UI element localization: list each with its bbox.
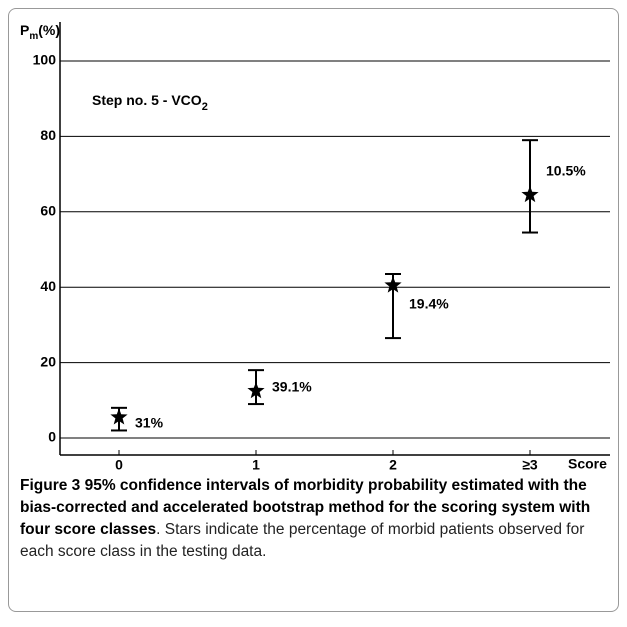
y-label-sub: m xyxy=(29,31,38,42)
y-tick-label: 0 xyxy=(48,429,56,445)
caption: Figure 3 95% confidence intervals of mor… xyxy=(20,475,610,563)
star-marker xyxy=(110,408,128,425)
annotation: 31% xyxy=(135,415,164,431)
y-label-main: P xyxy=(20,22,29,38)
y-tick-label: 20 xyxy=(40,353,56,369)
x-tick-label: 1 xyxy=(252,457,260,470)
figure-frame xyxy=(8,8,619,612)
caption-text: . Stars indicate the percentage of morbi… xyxy=(20,521,585,560)
star-marker xyxy=(521,185,539,203)
x-axis-label: Score xyxy=(568,456,607,470)
star-marker xyxy=(384,276,402,293)
annotation: 39.1% xyxy=(272,379,312,395)
y-tick-label: 40 xyxy=(40,278,56,294)
title-sub: 2 xyxy=(202,101,208,113)
y-axis-label: Pm(%) xyxy=(20,22,60,42)
title-main: Step no. 5 - VCO xyxy=(92,92,202,108)
chart-title: Step no. 5 - VCO2 xyxy=(92,92,208,113)
y-tick-label: 100 xyxy=(33,52,57,68)
x-tick-label: ≥3 xyxy=(522,457,538,470)
x-tick-label: 0 xyxy=(115,457,123,470)
chart: Pm(%) Step no. 5 - VCO2 Score 0204060801… xyxy=(20,22,610,470)
star-marker xyxy=(247,381,265,399)
caption-title: Figure 3 95% confidence intervals of mor… xyxy=(20,477,591,538)
x-tick-label: 2 xyxy=(389,457,397,470)
y-tick-label: 60 xyxy=(40,203,56,219)
annotation: 19.4% xyxy=(409,296,449,312)
y-label-suffix: (%) xyxy=(38,22,60,38)
y-tick-label: 80 xyxy=(40,127,56,143)
annotation: 10.5% xyxy=(546,163,586,179)
